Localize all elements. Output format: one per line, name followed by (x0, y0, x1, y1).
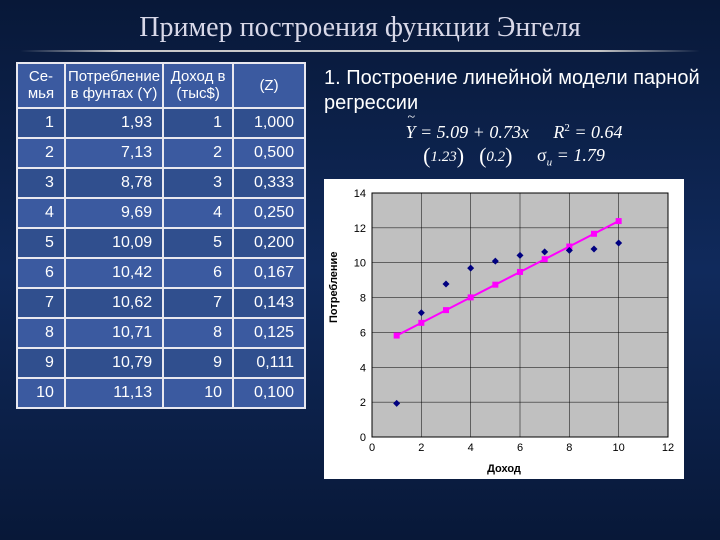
table-cell: 1,93 (65, 108, 163, 138)
table-row: 710,6270,143 (17, 288, 305, 318)
formula-se-a: 1.23 (430, 149, 456, 165)
svg-text:8: 8 (360, 293, 366, 305)
svg-text:2: 2 (360, 397, 366, 409)
table-cell: 0,111 (233, 348, 305, 378)
formula-eq: = 5.09 + 0.73x (420, 122, 529, 142)
table-cell: 10,71 (65, 318, 163, 348)
y-axis-label: Потребление (328, 252, 340, 323)
formula-sigma-sub: u (547, 157, 553, 169)
svg-text:4: 4 (360, 362, 366, 374)
table-cell: 10,09 (65, 228, 163, 258)
table-row: 1011,13100,100 (17, 378, 305, 408)
formula-y: Y (406, 122, 416, 142)
table-row: 49,6940,250 (17, 198, 305, 228)
page-title: Пример построения функции Энгеля (0, 0, 720, 50)
svg-text:14: 14 (354, 188, 366, 200)
svg-text:6: 6 (360, 327, 366, 339)
formula-r2-val: = 0.64 (574, 122, 622, 142)
x-axis-label: Доход (487, 463, 521, 475)
table-cell: 5 (17, 228, 65, 258)
formula-sigma: σ (537, 145, 547, 165)
formula-sigma-val: = 1.79 (557, 145, 605, 165)
table-cell: 3 (163, 168, 233, 198)
table-cell: 4 (163, 198, 233, 228)
table-row: 810,7180,125 (17, 318, 305, 348)
svg-text:12: 12 (354, 223, 366, 235)
table-cell: 1 (163, 108, 233, 138)
svg-text:0: 0 (369, 442, 375, 454)
table-cell: 9 (163, 348, 233, 378)
table-cell: 7,13 (65, 138, 163, 168)
svg-text:10: 10 (354, 258, 366, 270)
svg-text:0: 0 (360, 432, 366, 444)
table-cell: 8,78 (65, 168, 163, 198)
formula-se-b: 0.2 (486, 149, 505, 165)
svg-text:10: 10 (613, 442, 625, 454)
table-cell: 5 (163, 228, 233, 258)
svg-text:6: 6 (517, 442, 523, 454)
content: Се-мьяПотребление в фунтах (Y)Доход в (т… (0, 62, 720, 479)
table-cell: 6 (17, 258, 65, 288)
table-row: 510,0950,200 (17, 228, 305, 258)
table-cell: 9 (17, 348, 65, 378)
table-cell: 10,79 (65, 348, 163, 378)
table-cell: 10,42 (65, 258, 163, 288)
formula-block: Y = 5.09 + 0.73x R2 = 0.64 (1.23) (0.2) … (324, 122, 704, 169)
table-cell: 7 (163, 288, 233, 318)
table-cell: 9,69 (65, 198, 163, 228)
svg-text:8: 8 (566, 442, 572, 454)
table-cell: 8 (163, 318, 233, 348)
table-cell: 8 (17, 318, 65, 348)
table-row: 27,1320,500 (17, 138, 305, 168)
table-cell: 10,62 (65, 288, 163, 318)
table-header-cell: Потребление в фунтах (Y) (65, 63, 163, 108)
table-header-row: Се-мьяПотребление в фунтах (Y)Доход в (т… (17, 63, 305, 108)
table-cell: 4 (17, 198, 65, 228)
table-cell: 0,333 (233, 168, 305, 198)
table-header-cell: Се-мья (17, 63, 65, 108)
table-cell: 6 (163, 258, 233, 288)
table-row: 910,7990,111 (17, 348, 305, 378)
table-cell: 3 (17, 168, 65, 198)
table-cell: 10 (17, 378, 65, 408)
table-cell: 11,13 (65, 378, 163, 408)
table-cell: 10 (163, 378, 233, 408)
title-underline (20, 50, 700, 52)
table-panel: Се-мьяПотребление в фунтах (Y)Доход в (т… (16, 62, 306, 479)
chart-svg: 0 2 4 6 8 10 12 0 2 4 6 8 10 12 14 (324, 179, 684, 479)
table-cell: 0,100 (233, 378, 305, 408)
table-row: 11,9311,000 (17, 108, 305, 138)
table-header-cell: (Z) (233, 63, 305, 108)
table-cell: 0,125 (233, 318, 305, 348)
table-row: 38,7830,333 (17, 168, 305, 198)
table-cell: 1,000 (233, 108, 305, 138)
table-body: 11,9311,00027,1320,50038,7830,33349,6940… (17, 108, 305, 408)
svg-text:12: 12 (662, 442, 674, 454)
table-cell: 0,250 (233, 198, 305, 228)
formula-r2-label: R (553, 122, 564, 142)
right-panel: 1. Построение линейной модели парной рег… (324, 62, 704, 479)
table-cell: 2 (17, 138, 65, 168)
table-cell: 0,500 (233, 138, 305, 168)
svg-text:2: 2 (418, 442, 424, 454)
svg-text:4: 4 (468, 442, 474, 454)
table-row: 610,4260,167 (17, 258, 305, 288)
table-cell: 2 (163, 138, 233, 168)
data-table: Се-мьяПотребление в фунтах (Y)Доход в (т… (16, 62, 306, 409)
table-header-cell: Доход в (тыс$) (163, 63, 233, 108)
subheading: 1. Построение линейной модели парной рег… (324, 66, 704, 116)
table-cell: 0,143 (233, 288, 305, 318)
table-cell: 0,167 (233, 258, 305, 288)
table-cell: 0,200 (233, 228, 305, 258)
table-cell: 7 (17, 288, 65, 318)
chart: 0 2 4 6 8 10 12 0 2 4 6 8 10 12 14 Потребление Доход (324, 179, 684, 479)
table-cell: 1 (17, 108, 65, 138)
